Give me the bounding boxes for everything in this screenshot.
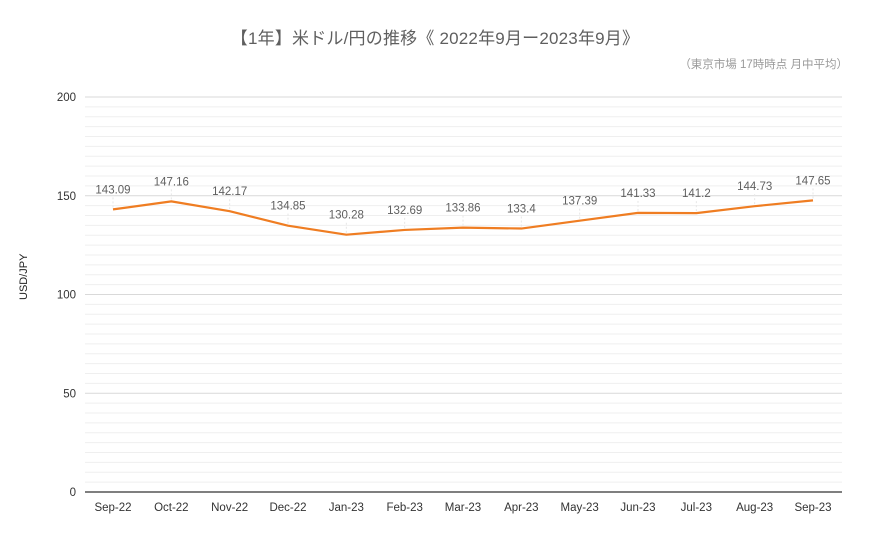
x-tick-label: Feb-23 <box>386 502 422 514</box>
y-axis-ticks: 0 50 100 150 200 <box>57 92 76 499</box>
y-tick-label: 150 <box>57 191 76 203</box>
data-label: 133.4 <box>507 204 536 216</box>
data-labels: 143.09 147.16 142.17 134.85 130.28 132.69 133.… <box>95 175 830 221</box>
data-label: 141.2 <box>682 188 711 200</box>
data-label: 147.65 <box>795 175 830 187</box>
data-label: 147.16 <box>154 176 189 188</box>
chart-title: 【1年】米ドル/円の推移《 2022年9月ー2023年9月》 <box>230 29 640 48</box>
usd-jpy-series-line <box>112 199 814 236</box>
data-label-leaders <box>112 188 814 233</box>
x-axis-ticks: Sep-22 Oct-22 Nov-22 Dec-22 Jan-23 Feb-23 Mar-… <box>94 502 831 514</box>
x-tick-label: Apr-23 <box>504 502 539 514</box>
data-label: 133.86 <box>445 203 480 215</box>
x-tick-label: Sep-23 <box>794 502 831 514</box>
y-tick-label: 200 <box>57 92 76 104</box>
x-tick-label: Jun-23 <box>620 502 655 514</box>
data-label: 142.17 <box>212 186 247 198</box>
x-tick-label: Jul-23 <box>681 502 712 514</box>
y-tick-label: 0 <box>70 487 76 499</box>
x-tick-label: Sep-22 <box>94 502 131 514</box>
y-tick-label: 50 <box>63 388 76 400</box>
x-tick-label: Nov-22 <box>211 502 248 514</box>
x-tick-label: Aug-23 <box>736 502 773 514</box>
data-label: 141.33 <box>620 188 655 200</box>
data-label: 130.28 <box>329 210 364 222</box>
data-label: 132.69 <box>387 205 422 217</box>
data-label: 143.09 <box>95 184 130 196</box>
data-label: 144.73 <box>737 181 772 193</box>
x-tick-label: Mar-23 <box>445 502 481 514</box>
x-tick-label: May-23 <box>560 502 598 514</box>
data-label: 134.85 <box>270 201 305 213</box>
gridlines <box>85 96 842 493</box>
chart-subtitle: （東京市場 17時時点 月中平均） <box>679 59 848 71</box>
y-tick-label: 100 <box>57 290 76 302</box>
x-tick-label: Jan-23 <box>329 502 364 514</box>
data-label: 137.39 <box>562 196 597 208</box>
x-tick-label: Oct-22 <box>154 502 189 514</box>
x-tick-label: Dec-22 <box>269 502 306 514</box>
